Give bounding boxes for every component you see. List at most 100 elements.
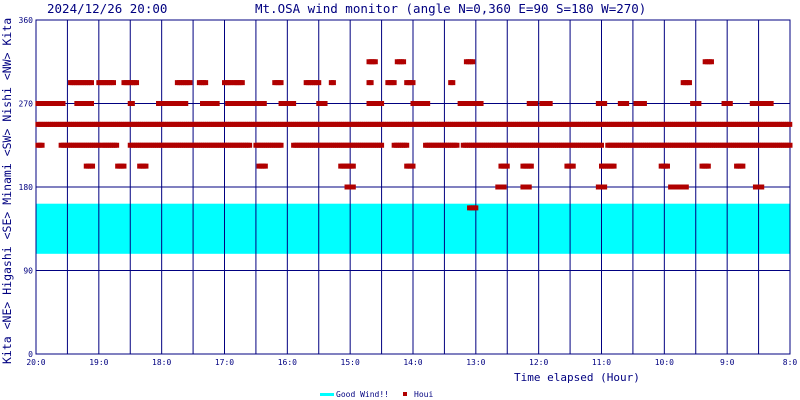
y-axis-label: Kita <NE> Higashi <SE> Minami <SW> Nishi…	[0, 18, 14, 364]
houi-point	[641, 101, 647, 106]
houi-point	[705, 163, 711, 169]
houi-point	[501, 184, 507, 190]
houi-point	[143, 163, 149, 169]
houi-point	[410, 163, 416, 169]
x-tick-label: 9:0	[720, 358, 735, 367]
x-tick-label: 10:0	[655, 358, 674, 367]
y-tick-label: 360	[19, 16, 34, 25]
houi-point	[247, 142, 253, 148]
houi-point	[89, 80, 95, 86]
houi-point	[214, 101, 220, 106]
houi-point	[121, 163, 127, 169]
houi-point	[526, 184, 532, 190]
y-tick-label: 90	[23, 267, 33, 276]
houi-point	[401, 59, 407, 65]
legend-houi-label: Houi	[414, 390, 433, 399]
x-tick-label: 15:0	[341, 358, 360, 367]
houi-point	[454, 142, 460, 148]
houi-point	[330, 80, 336, 86]
houi-point	[599, 142, 604, 148]
houi-point	[787, 121, 793, 127]
houi-point	[114, 142, 120, 148]
houi-point	[391, 80, 397, 86]
houi-point	[350, 163, 356, 169]
houi-point	[664, 163, 670, 169]
houi-point	[696, 101, 702, 106]
y-axis-label-text: Kita <NE> Higashi <SE> Minami <SW> Nishi…	[0, 18, 14, 364]
houi-point	[379, 142, 385, 148]
y-tick-label: 270	[19, 100, 34, 109]
houi-point	[261, 101, 267, 106]
houi-point	[278, 80, 284, 86]
houi-point	[368, 80, 374, 86]
y-tick-label: 180	[19, 183, 34, 192]
houi-point	[450, 80, 456, 86]
houi-point	[410, 80, 416, 86]
houi-point	[134, 80, 140, 86]
chart-timestamp: 2024/12/26 20:00	[47, 1, 167, 16]
houi-point	[183, 101, 189, 106]
houi-point	[624, 101, 630, 106]
houi-point	[278, 142, 284, 148]
houi-point	[316, 80, 322, 86]
houi-point	[129, 101, 135, 106]
houi-point	[533, 101, 539, 106]
y-axis-ticks: 0 90 180 270 360	[19, 16, 34, 359]
houi-point	[203, 80, 209, 86]
houi-point	[528, 163, 534, 169]
houi-point	[787, 142, 793, 148]
x-tick-label: 14:0	[403, 358, 422, 367]
houi-point	[425, 101, 431, 106]
x-tick-label: 11:0	[592, 358, 611, 367]
houi-point	[39, 142, 45, 148]
legend-good-wind-swatch	[320, 393, 334, 396]
chart-title: Mt.OSA wind monitor (angle N=0,360 E=90 …	[255, 1, 646, 16]
x-tick-label: 13:0	[466, 358, 485, 367]
houi-point	[90, 163, 96, 169]
houi-point	[727, 101, 733, 106]
houi-point	[504, 163, 510, 169]
houi-point	[228, 80, 234, 86]
houi-point	[110, 80, 116, 86]
houi-point	[89, 101, 95, 106]
houi-point	[239, 80, 245, 86]
houi-point	[473, 205, 479, 211]
x-tick-label: 18:0	[152, 358, 171, 367]
houi-point	[740, 163, 746, 169]
houi-point	[262, 163, 268, 169]
x-axis-label: Time elapsed (Hour)	[514, 371, 640, 384]
x-tick-label: 19:0	[89, 358, 108, 367]
houi-point	[379, 101, 385, 106]
houi-point	[602, 101, 608, 106]
plot-frame	[35, 19, 791, 355]
houi-point	[759, 184, 765, 190]
legend: Good Wind!! Houi	[320, 390, 433, 399]
houi-point	[404, 142, 410, 148]
houi-points	[35, 59, 793, 211]
houi-point	[291, 101, 297, 106]
houi-point	[708, 59, 714, 65]
houi-point	[674, 184, 680, 190]
houi-point	[243, 101, 249, 106]
houi-point	[322, 101, 328, 106]
y-tick-label: 0	[28, 350, 33, 359]
x-tick-label: 8:0	[783, 358, 798, 367]
legend-houi-swatch	[403, 392, 407, 396]
houi-point	[372, 59, 378, 65]
houi-point	[570, 163, 576, 169]
houi-point	[768, 101, 774, 106]
houi-point	[60, 101, 66, 106]
houi-point	[547, 101, 553, 106]
x-axis-ticks: 20:0 19:0 18:0 17:0 16:0 15:0 14:0 13:0 12:0 11:0…	[26, 358, 797, 367]
houi-point	[478, 101, 484, 106]
houi-point	[602, 184, 608, 190]
x-tick-label: 16:0	[278, 358, 297, 367]
houi-point	[683, 184, 689, 190]
houi-point	[686, 80, 692, 86]
x-tick-label: 12:0	[529, 358, 548, 367]
x-tick-label: 20:0	[26, 358, 45, 367]
houi-point	[350, 184, 356, 190]
houi-point	[470, 59, 476, 65]
